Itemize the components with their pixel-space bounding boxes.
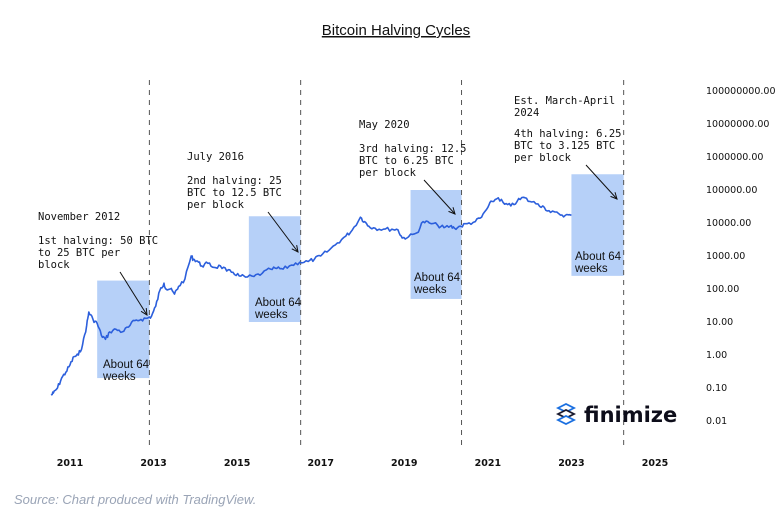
band-2 xyxy=(248,216,301,322)
x-tick-label: 2025 xyxy=(642,458,668,469)
source-note: Source: Chart produced with TradingView. xyxy=(14,492,257,507)
annotation-date-3: May 2020 xyxy=(359,119,410,131)
annotation-date-1: November 2012 xyxy=(38,211,120,223)
band-label-3-2: weeks xyxy=(413,284,447,296)
brand-name: finimize xyxy=(584,403,677,427)
x-tick-label: 2019 xyxy=(391,458,417,469)
y-tick-label: 10000000.00 xyxy=(706,119,769,130)
halving-lines-layer xyxy=(148,80,625,447)
annotation-text-4-2: BTC to 3.125 BTC xyxy=(514,140,615,152)
annotation-text-1-1: 1st halving: 50 BTC xyxy=(38,235,158,247)
annotation-date-2: July 2016 xyxy=(187,151,244,163)
annotation-arrowhead-4 xyxy=(610,192,618,200)
x-tick-label: 2013 xyxy=(140,458,166,469)
y-tick-label: 1.00 xyxy=(706,350,727,361)
x-tick-label: 2021 xyxy=(475,458,501,469)
y-tick-label: 100000.00 xyxy=(706,185,757,196)
x-tick-label: 2011 xyxy=(57,458,83,469)
annotation-arrow-3 xyxy=(423,179,456,215)
annotation-date-4: Est. March-April xyxy=(514,95,615,107)
annotation-arrowhead-3 xyxy=(448,207,456,215)
y-tick-label: 1000000.00 xyxy=(706,152,763,163)
band-label-1-1: About 64 xyxy=(103,359,150,371)
y-tick-label: 10.00 xyxy=(706,317,733,328)
finimize-logo-icon xyxy=(555,402,577,426)
band-label-4-1: About 64 xyxy=(575,251,622,263)
annotation-arrow-2 xyxy=(267,211,299,253)
y-tick-label: 0.10 xyxy=(706,383,727,394)
annotation-arrow-4 xyxy=(585,164,618,200)
band-label-4-2: weeks xyxy=(574,263,608,275)
band-4 xyxy=(571,174,624,276)
finimize-brand: finimize xyxy=(555,402,677,427)
annotation-text-2-1: 2nd halving: 25 xyxy=(187,175,282,187)
x-axis: 2011 2013 2015 2017 2019 2021 2023 2025 xyxy=(57,458,668,469)
band-1 xyxy=(97,280,150,379)
annotation-text-4-3: per block xyxy=(514,152,572,164)
annotation-text-4-1: 4th halving: 6.25 xyxy=(514,128,621,140)
x-tick-label: 2015 xyxy=(224,458,250,469)
band-label-2-2: weeks xyxy=(254,309,288,321)
x-tick-label: 2017 xyxy=(307,458,333,469)
y-tick-label: 10000.00 xyxy=(706,218,751,229)
x-tick-label: 2023 xyxy=(558,458,584,469)
annotation-text-2-3: per block xyxy=(187,199,245,211)
band-label-3-1: About 64 xyxy=(414,272,461,284)
y-axis: 100000000.00 10000000.00 1000000.00 100000.… xyxy=(706,86,776,427)
chart-title: Bitcoin Halving Cycles xyxy=(322,22,470,39)
band-label-1-2: weeks xyxy=(102,371,136,383)
y-tick-label: 100.00 xyxy=(706,284,739,295)
annotation-text-1-2: to 25 BTC per xyxy=(38,247,120,259)
annotation-arrowhead-1 xyxy=(140,307,148,316)
price-line-layer xyxy=(50,196,572,396)
annotation-text-1-3: block xyxy=(38,259,70,271)
price-series-line xyxy=(50,196,572,396)
annotation-text-3-2: BTC to 6.25 BTC xyxy=(359,155,454,167)
annotation-text-3-3: per block xyxy=(359,167,417,179)
annotation-text-3-1: 3rd halving: 12.5 xyxy=(359,143,466,155)
annotation-arrowhead-2 xyxy=(291,245,299,253)
annotation-text-2-2: BTC to 12.5 BTC xyxy=(187,187,282,199)
annotation-arrow-1 xyxy=(119,271,148,316)
annotation-date-line2-4: 2024 xyxy=(514,107,539,119)
y-tick-label: 1000.00 xyxy=(706,251,745,262)
bands-layer xyxy=(97,174,624,379)
y-tick-label: 100000000.00 xyxy=(706,86,776,97)
band-label-2-1: About 64 xyxy=(255,297,302,309)
y-tick-label: 0.01 xyxy=(706,416,727,427)
